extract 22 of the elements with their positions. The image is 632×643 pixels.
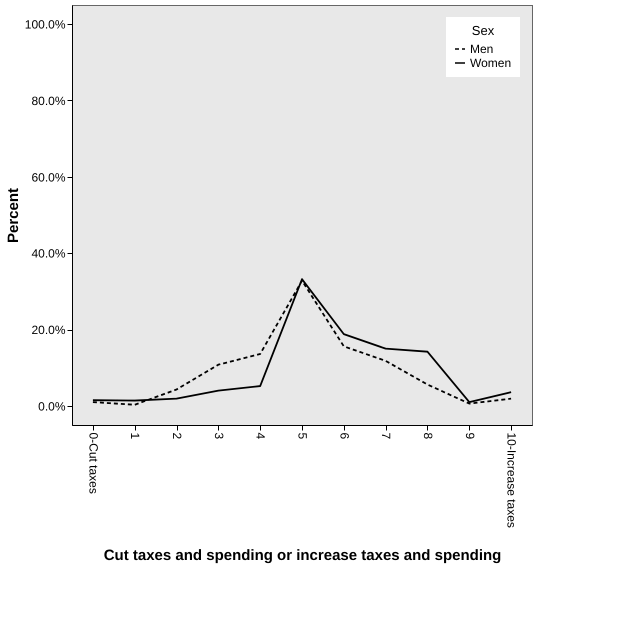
x-tick-label: 4: [254, 432, 268, 440]
legend-label: Men: [470, 42, 494, 56]
x-tick-label: 9: [462, 432, 477, 440]
x-axis-title: Cut taxes and spending or increase taxes and spending: [104, 546, 502, 564]
y-tick-label: 20.0%: [31, 323, 66, 338]
x-tick-label: 6: [337, 432, 352, 440]
y-tick-label: 0.0%: [38, 399, 66, 414]
y-axis-title: Percent: [4, 188, 22, 244]
y-tick-label: 80.0%: [31, 94, 66, 108]
x-tick-label: 8: [420, 432, 435, 440]
y-tick-label: 60.0%: [31, 170, 66, 184]
x-tick-label: 3: [212, 432, 226, 440]
x-tick-label: 2: [170, 432, 184, 440]
legend-title: Sex: [472, 23, 495, 38]
legend-label: Women: [470, 56, 512, 70]
x-tick-label: 7: [379, 432, 394, 440]
x-tick-label: 5: [296, 432, 310, 440]
x-tick-label: 1: [128, 432, 142, 440]
y-tick-label: 100.0%: [24, 18, 66, 32]
y-tick-label: 40.0%: [31, 246, 66, 261]
x-tick-label: 0-Cut taxes: [86, 432, 100, 494]
x-tick-label: 10-Increase taxes: [504, 432, 519, 528]
